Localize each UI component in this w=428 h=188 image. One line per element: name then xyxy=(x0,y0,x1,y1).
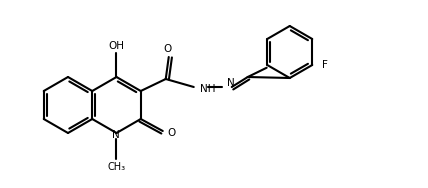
Text: F: F xyxy=(322,60,328,70)
Text: O: O xyxy=(163,44,172,54)
Text: OH: OH xyxy=(108,41,125,51)
Text: CH₃: CH₃ xyxy=(107,162,125,172)
Text: NH: NH xyxy=(200,84,215,94)
Text: N: N xyxy=(227,78,235,88)
Text: O: O xyxy=(168,128,176,138)
Text: N: N xyxy=(112,130,119,140)
